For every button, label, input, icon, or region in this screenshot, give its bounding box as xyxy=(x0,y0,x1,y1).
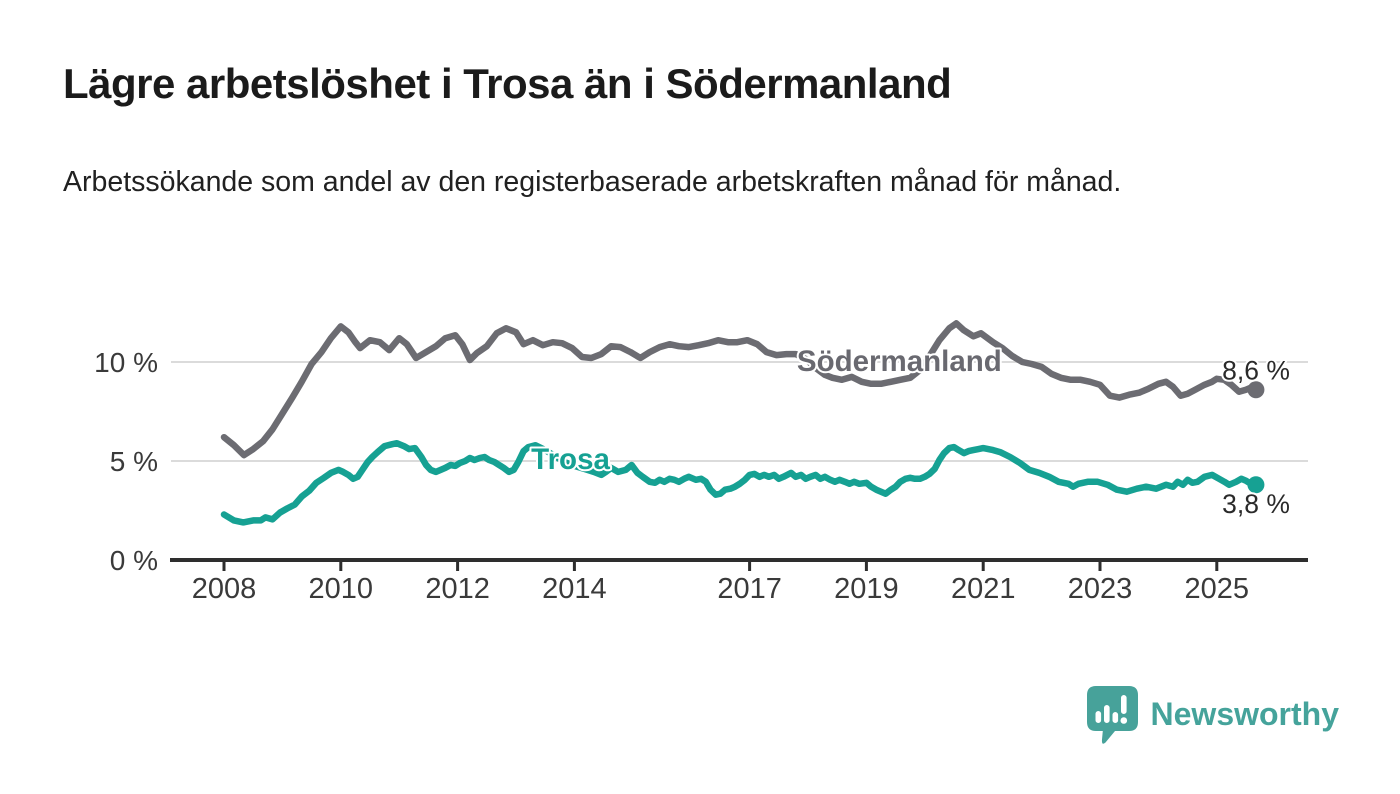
x-tick-label: 2012 xyxy=(425,573,490,605)
x-tick-label: 2025 xyxy=(1185,573,1250,605)
y-tick-label: 5 % xyxy=(110,446,158,477)
x-tick-label: 2019 xyxy=(834,573,899,605)
series-label-trosa: Trosa xyxy=(531,443,610,476)
newsworthy-logo-icon xyxy=(1086,686,1138,744)
end-value-label: 3,8 % xyxy=(1222,489,1290,519)
series-label-södermanland: Södermanland xyxy=(797,345,1002,378)
y-tick-label: 10 % xyxy=(94,347,158,378)
chart-subtitle: Arbetssökande som andel av den registerb… xyxy=(63,166,1122,198)
x-tick-label: 2017 xyxy=(717,573,782,605)
y-tick-label: 0 % xyxy=(110,545,158,576)
x-tick-label: 2014 xyxy=(542,573,607,605)
series-end-dot-södermanland xyxy=(1247,381,1265,399)
series-end-dot-trosa xyxy=(1247,476,1265,494)
x-tick-label: 2008 xyxy=(192,573,257,605)
brand-footer: Newsworthy xyxy=(1085,684,1339,745)
x-tick-label: 2023 xyxy=(1068,573,1133,605)
series-line-södermanland xyxy=(220,320,1260,459)
series-line-trosa xyxy=(220,439,1260,526)
x-tick-label: 2010 xyxy=(309,573,374,605)
brand-name: Newsworthy xyxy=(1150,696,1339,732)
x-tick-label: 2021 xyxy=(951,573,1016,605)
end-value-label: 8,6 % xyxy=(1222,356,1290,386)
chart-title: Lägre arbetslöshet i Trosa än i Söderman… xyxy=(63,60,952,107)
